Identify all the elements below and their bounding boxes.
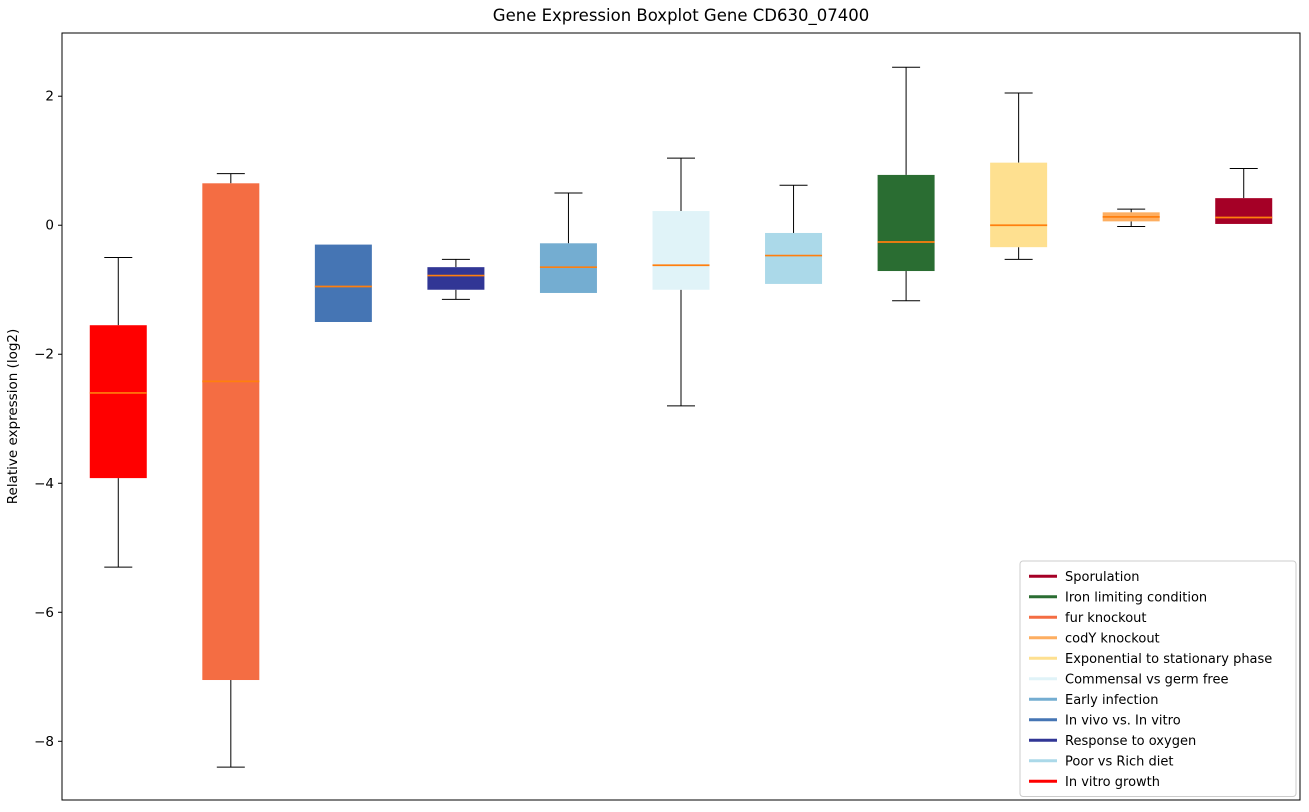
legend-label: In vivo vs. In vitro	[1065, 713, 1181, 728]
legend-label: codY knockout	[1065, 631, 1160, 646]
boxplot-iron-limiting-condition	[877, 66, 935, 302]
legend-label: Iron limiting condition	[1065, 590, 1207, 605]
legend-label: Response to oxygen	[1065, 734, 1196, 749]
legend-item: codY knockout	[1029, 631, 1160, 646]
legend-item: Iron limiting condition	[1029, 590, 1207, 605]
boxplot-cody-knockout	[1102, 208, 1160, 228]
legend-label: Exponential to stationary phase	[1065, 652, 1272, 667]
y-tick-label: −6	[34, 605, 54, 621]
legend-label: Commensal vs germ free	[1065, 672, 1228, 687]
boxplot-response-to-oxygen	[427, 258, 485, 300]
box	[765, 232, 823, 284]
boxplot-in-vivo-vs-in-vitro	[314, 244, 372, 322]
legend-label: Sporulation	[1065, 570, 1140, 585]
boxplot-poor-vs-rich-diet	[765, 184, 823, 284]
boxplot-exponential-to-stationary-phase	[990, 92, 1048, 260]
chart-title: Gene Expression Boxplot Gene CD630_07400	[493, 6, 869, 26]
legend-item: Response to oxygen	[1029, 734, 1196, 749]
box	[652, 211, 710, 290]
legend-item: fur knockout	[1029, 611, 1147, 626]
box	[539, 243, 597, 293]
box	[202, 183, 260, 681]
y-tick-label: 0	[45, 218, 54, 234]
box	[314, 244, 372, 322]
legend-item: Commensal vs germ free	[1029, 672, 1228, 687]
legend-item: Poor vs Rich diet	[1029, 754, 1173, 769]
boxplot-in-vitro-growth	[89, 256, 147, 568]
legend-item: Early infection	[1029, 693, 1158, 708]
y-tick-label: −2	[34, 347, 54, 363]
boxplot-early-infection	[539, 192, 597, 293]
box	[89, 325, 147, 479]
boxplot-sporulation	[1215, 167, 1273, 224]
legend: Sporulation Iron limiting condition fur kn…	[1019, 560, 1297, 797]
legend-label: In vitro growth	[1065, 775, 1160, 790]
boxplot-commensal-vs-germ-free	[652, 157, 710, 407]
box	[877, 174, 935, 272]
boxplot-fur-knockout	[202, 173, 260, 768]
legend-item: In vivo vs. In vitro	[1029, 713, 1181, 728]
y-tick-label: 2	[45, 89, 54, 105]
y-axis-label: Relative expression (log2)	[5, 329, 21, 505]
legend-item: Sporulation	[1029, 570, 1140, 585]
y-tick-label: −8	[34, 734, 54, 750]
legend-item: In vitro growth	[1029, 775, 1160, 790]
legend-label: Poor vs Rich diet	[1065, 754, 1173, 769]
legend-frame	[1019, 560, 1297, 797]
box	[1215, 198, 1273, 224]
legend-label: Early infection	[1065, 693, 1158, 708]
legend-item: Exponential to stationary phase	[1029, 652, 1272, 667]
box	[990, 162, 1048, 248]
legend-label: fur knockout	[1065, 611, 1147, 626]
box	[427, 267, 485, 290]
y-tick-label: −4	[34, 476, 54, 492]
